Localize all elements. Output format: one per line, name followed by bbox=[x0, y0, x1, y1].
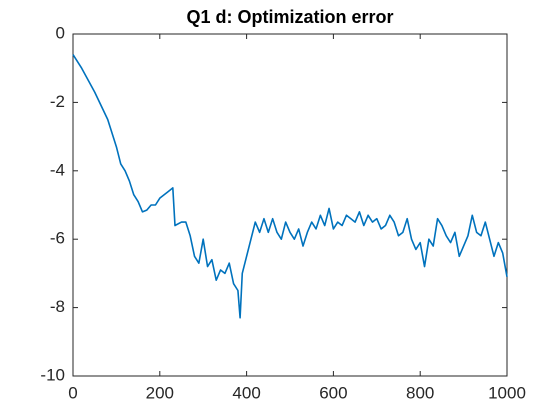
x-tick-label: 200 bbox=[146, 383, 174, 402]
y-tick-label: -6 bbox=[50, 229, 65, 248]
data-line bbox=[72, 54, 508, 319]
x-tick-label: 1000 bbox=[488, 383, 526, 402]
plot-area bbox=[72, 33, 508, 377]
x-tick-label: 0 bbox=[68, 383, 77, 402]
y-tick-label: -10 bbox=[40, 365, 65, 384]
y-tick-label: 0 bbox=[56, 23, 65, 42]
y-tick-label: -4 bbox=[50, 160, 65, 179]
x-tick-label: 400 bbox=[232, 383, 260, 402]
y-tick-label: -2 bbox=[50, 92, 65, 111]
chart-title: Q1 d: Optimization error bbox=[186, 7, 393, 27]
x-tick-label: 800 bbox=[406, 383, 434, 402]
x-tick-label: 600 bbox=[319, 383, 347, 402]
y-tick-label: -8 bbox=[50, 297, 65, 316]
